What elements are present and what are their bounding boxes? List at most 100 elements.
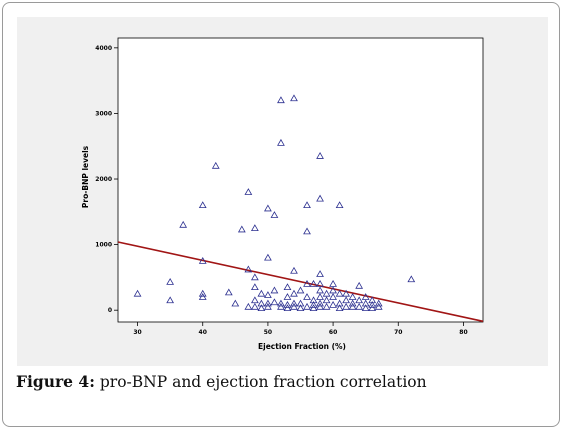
- caption-text: pro-BNP and ejection fraction correlatio…: [94, 373, 427, 391]
- data-point-triangle: [316, 279, 324, 287]
- data-point-triangle: [270, 211, 279, 218]
- data-point-triangle: [342, 289, 351, 297]
- data-point-triangle: [407, 275, 416, 283]
- data-point-triangle: [329, 286, 337, 294]
- data-point-triangle: [198, 289, 207, 297]
- x-tick-label: 80: [459, 329, 467, 336]
- data-point-triangle: [290, 94, 298, 102]
- data-point-triangle: [361, 304, 370, 312]
- data-point-triangle: [270, 286, 279, 294]
- data-point-triangle: [309, 304, 318, 312]
- data-point-triangle: [316, 286, 324, 294]
- data-point-triangle: [335, 299, 344, 307]
- data-point-triangle: [303, 201, 311, 209]
- data-point-triangle: [309, 300, 318, 308]
- data-point-triangle: [250, 296, 259, 304]
- data-point-triangle: [329, 293, 337, 300]
- y-axis-title: Pro-BNP levels: [81, 145, 90, 208]
- data-point-triangle: [322, 302, 331, 310]
- data-point-triangle: [277, 299, 285, 307]
- data-point-triangle: [283, 293, 292, 300]
- data-point-triangle: [348, 299, 357, 307]
- y-tick-label: 3000: [95, 110, 112, 117]
- data-point-triangle: [335, 289, 344, 297]
- data-point-triangle: [283, 300, 292, 308]
- data-point-triangle: [290, 299, 298, 307]
- data-point-triangle: [264, 253, 272, 261]
- data-point-triangle: [342, 296, 351, 304]
- data-points: [133, 94, 416, 312]
- fit-line-group: [117, 241, 484, 323]
- data-point-triangle: [250, 224, 259, 232]
- data-point-triangle: [309, 296, 318, 304]
- y-tick-label: 0: [108, 307, 112, 314]
- data-point-triangle: [277, 96, 285, 104]
- data-point-triangle: [179, 220, 188, 228]
- data-point-triangle: [316, 293, 324, 300]
- data-point-triangle: [270, 298, 279, 306]
- data-point-triangle: [277, 138, 285, 146]
- x-tick-label: 40: [199, 329, 207, 336]
- data-point-triangle: [283, 304, 292, 312]
- data-point-triangle: [244, 188, 253, 195]
- data-point-triangle: [355, 302, 364, 310]
- data-point-triangle: [198, 201, 207, 209]
- data-point-triangle: [322, 289, 331, 297]
- data-point-triangle: [329, 300, 337, 308]
- data-point-triangle: [329, 279, 337, 287]
- figure-caption: Figure 4: pro-BNP and ejection fraction …: [16, 372, 427, 391]
- data-point-triangle: [361, 299, 370, 307]
- data-point-triangle: [316, 299, 324, 307]
- data-point-triangle: [211, 161, 220, 169]
- data-point-triangle: [322, 296, 331, 304]
- data-point-triangle: [290, 289, 298, 297]
- data-point-triangle: [342, 302, 351, 310]
- data-point-triangle: [290, 266, 298, 274]
- x-tick-label: 70: [394, 329, 402, 336]
- data-point-triangle: [250, 283, 259, 291]
- data-point-triangle: [198, 256, 207, 264]
- data-point-triangle: [198, 293, 207, 300]
- data-point-triangle: [355, 296, 364, 304]
- data-point-triangle: [250, 273, 259, 281]
- data-point-triangle: [237, 225, 246, 233]
- data-point-triangle: [348, 293, 357, 300]
- data-point-triangle: [316, 152, 324, 159]
- data-point-triangle: [257, 289, 266, 297]
- x-tick-label: 30: [133, 329, 141, 336]
- data-point-triangle: [368, 304, 377, 312]
- data-point-triangle: [374, 299, 383, 307]
- data-point-triangle: [316, 194, 324, 202]
- data-point-triangle: [224, 288, 233, 296]
- data-point-triangle: [264, 291, 272, 298]
- data-point-triangle: [303, 227, 311, 235]
- data-point-triangle: [277, 302, 285, 310]
- data-point-triangle: [303, 293, 311, 300]
- data-point-triangle: [290, 302, 298, 310]
- data-point-triangle: [250, 302, 259, 310]
- data-point-triangle: [264, 204, 272, 212]
- data-point-triangle: [316, 270, 324, 277]
- data-point-triangle: [244, 265, 253, 273]
- data-point-triangle: [361, 293, 370, 300]
- data-point-triangle: [166, 277, 175, 285]
- data-point-triangle: [374, 302, 383, 310]
- data-point-triangle: [166, 296, 175, 304]
- data-point-triangle: [303, 302, 311, 310]
- data-point-triangle: [309, 279, 318, 287]
- data-point-triangle: [257, 304, 266, 312]
- data-point-triangle: [316, 302, 324, 310]
- data-point-triangle: [296, 299, 305, 307]
- data-point-triangle: [283, 283, 292, 291]
- data-point-triangle: [335, 201, 344, 209]
- x-axis-title: Ejection Fraction (%): [258, 342, 346, 351]
- data-point-triangle: [303, 279, 311, 287]
- data-point-triangle: [244, 302, 253, 310]
- y-tick-label: 4000: [95, 45, 112, 52]
- data-point-triangle: [355, 281, 364, 289]
- data-point-triangle: [296, 304, 305, 312]
- data-point-triangle: [368, 296, 377, 304]
- chart-axes: 30 40 50 60 70 80 0 1000 2000 3000 4000: [95, 37, 484, 336]
- data-point-triangle: [368, 300, 377, 308]
